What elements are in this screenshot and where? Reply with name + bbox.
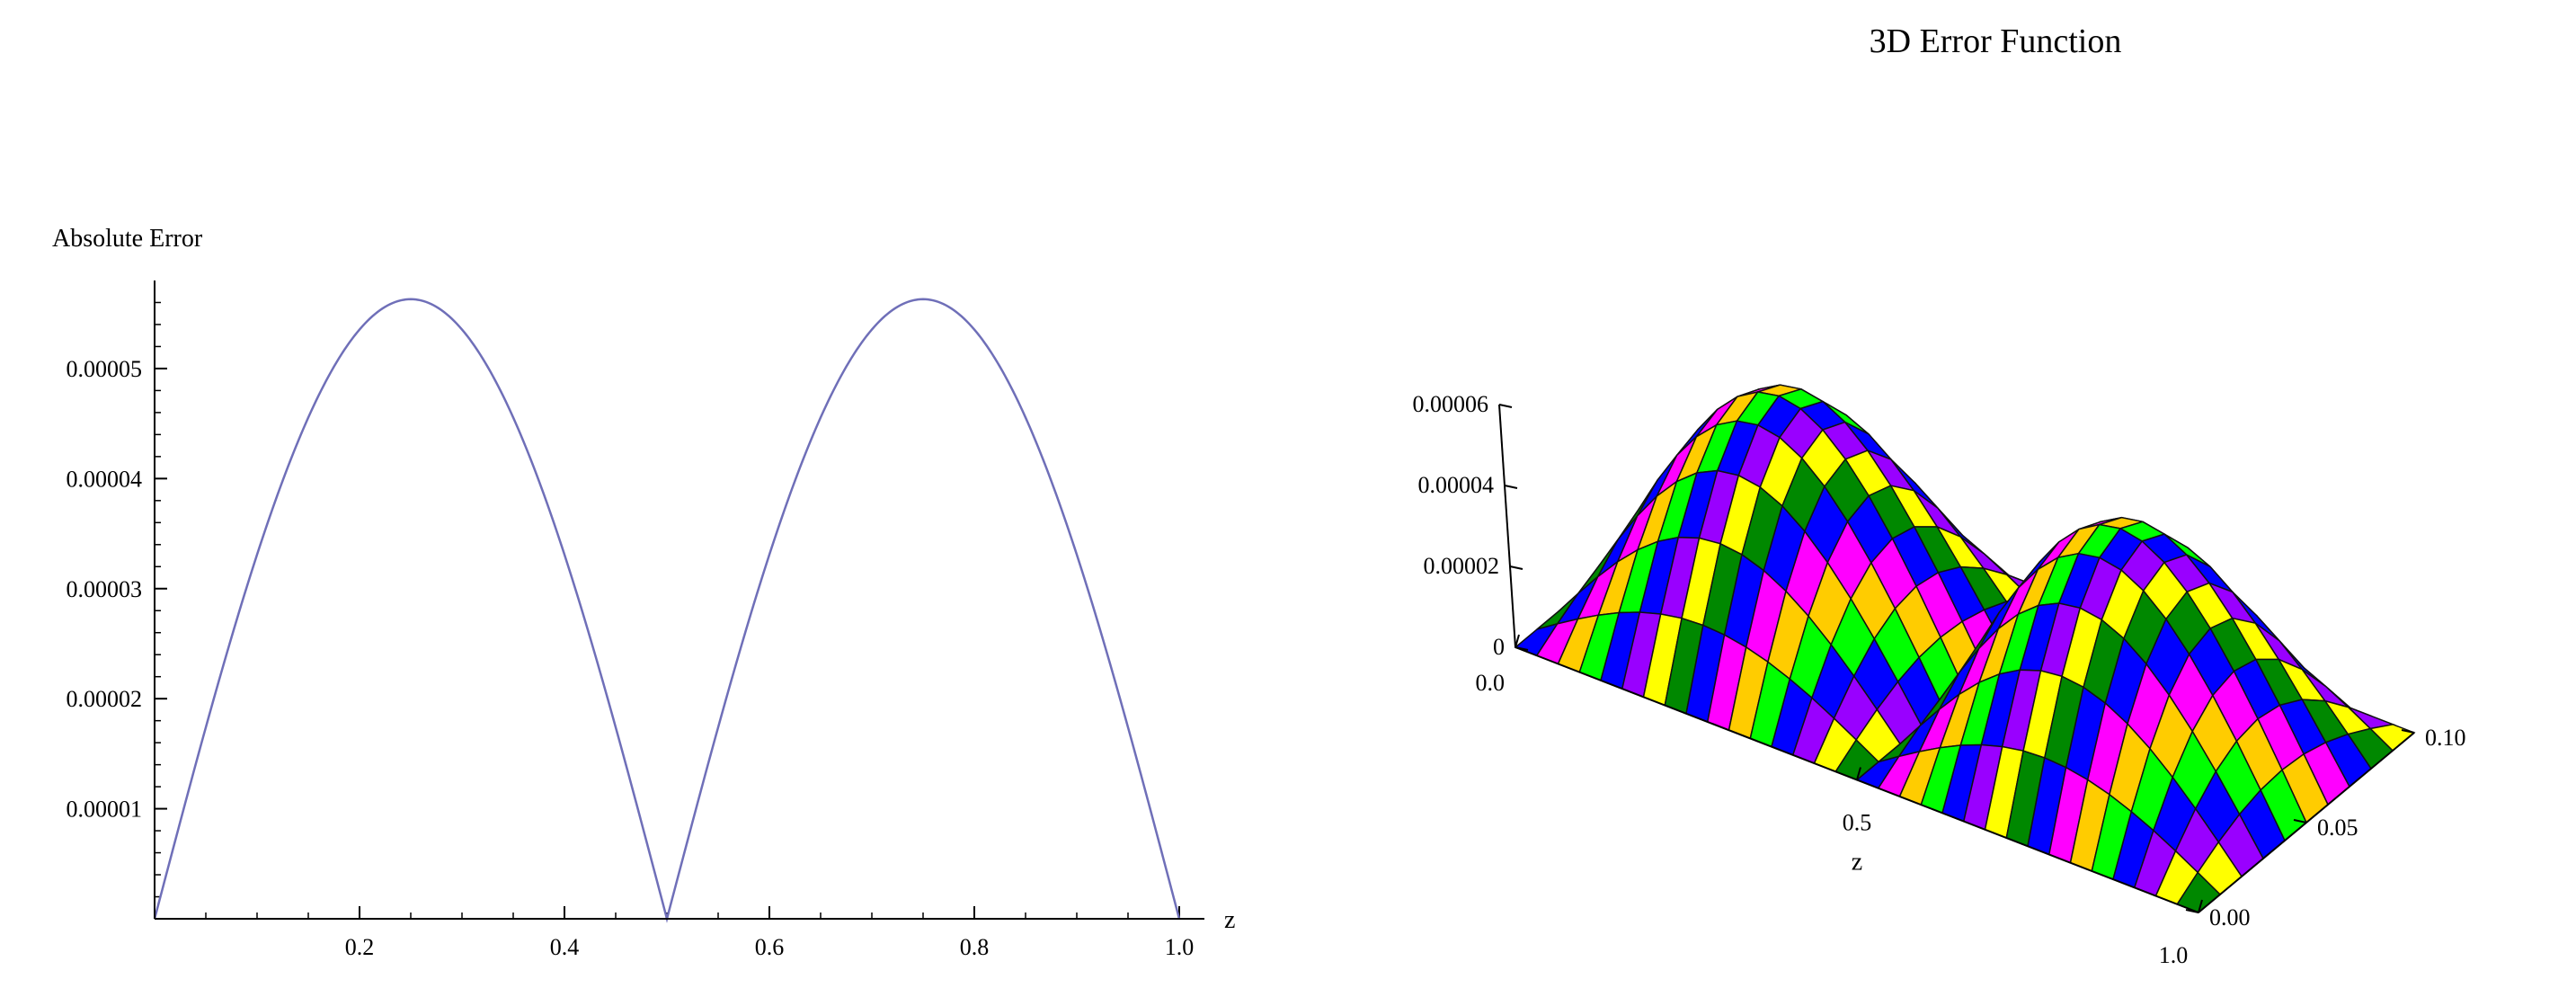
y-tick-label: 0.00003 <box>67 576 143 602</box>
x-tick-label: 1.0 <box>1165 934 1195 960</box>
surface-z-tick-label: 0 <box>1493 634 1505 660</box>
surface-z-tick-label: 0.00002 <box>1424 553 1500 579</box>
surface-chart: 3D Error Function 0.0 0.5 1.0 z 0.00 0.05 0.10… <box>1413 22 2466 968</box>
surface-z-tick <box>1515 646 1529 651</box>
surface-x-tick <box>1856 767 1861 780</box>
surface-z-tick <box>1509 565 1523 570</box>
surface-axes: 0.0 0.5 1.0 z 0.00 0.05 0.10 0 0.00002 0.00004 0.0… <box>1413 391 2466 968</box>
surface-z-tick <box>1498 404 1513 408</box>
surface-title: 3D Error Function <box>1870 22 2122 60</box>
x-tick-label: 0.8 <box>960 934 990 960</box>
y-tick-label: 0.00004 <box>67 466 143 492</box>
surface-x-tick-label: 1.0 <box>2159 942 2189 968</box>
x-tick-label: 0.2 <box>345 934 375 960</box>
surface-x-tick-label: 0.0 <box>1476 670 1506 696</box>
y-axis-label: Absolute Error <box>52 225 203 253</box>
surface-t-tick <box>2401 729 2415 734</box>
surface-x-axis-label: z <box>1852 849 1862 877</box>
y-tick-label: 0.00001 <box>67 797 143 823</box>
series-line <box>153 298 1181 923</box>
x-tick-label: 0.4 <box>550 934 580 960</box>
x-tick-label: 0.6 <box>755 934 785 960</box>
surface-patches <box>1514 384 2416 913</box>
x-axis-label: z <box>1224 906 1235 934</box>
surface-z-tick-label: 0.00006 <box>1413 391 1489 417</box>
y-tick-label: 0.00005 <box>67 356 143 382</box>
surface-x-tick-label: 0.5 <box>1843 810 1872 836</box>
line-chart: 0.2 0.4 0.6 0.8 1.0 0.00001 0.00002 0.00003 0.00… <box>52 225 1235 960</box>
surface-x-tick <box>1515 634 1520 648</box>
surface-t-tick-label: 0.10 <box>2425 725 2466 751</box>
surface-z-tick <box>1504 485 1518 489</box>
surface-x-tick <box>2198 899 2203 913</box>
surface-t-tick <box>2293 819 2307 823</box>
surface-t-tick-label: 0.00 <box>2209 904 2251 930</box>
surface-t-tick-label: 0.05 <box>2317 815 2358 841</box>
surface-z-tick-label: 0.00004 <box>1418 472 1495 498</box>
surface-z-axis <box>1498 404 1516 648</box>
line-chart-marks: 0.2 0.4 0.6 0.8 1.0 0.00001 0.00002 0.00003 0.00… <box>67 298 1195 960</box>
y-tick-label: 0.00002 <box>67 686 143 712</box>
surface-t-tick <box>2185 909 2199 913</box>
